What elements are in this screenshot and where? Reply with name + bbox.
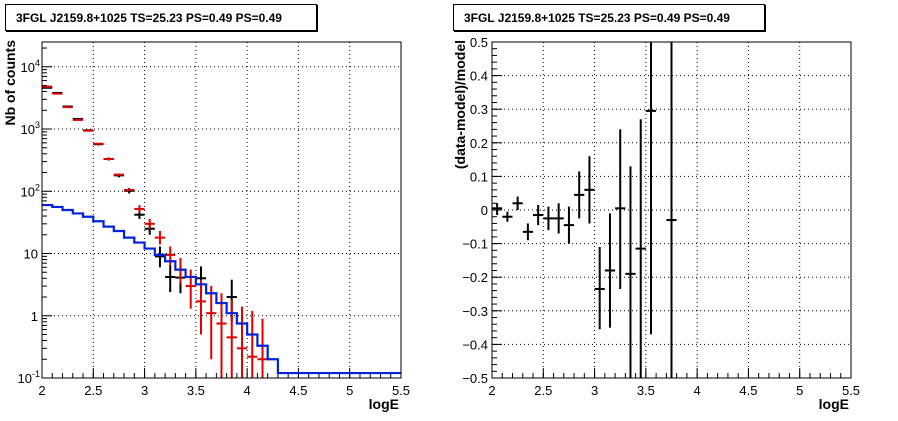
- counts-data-point-1: [154, 230, 166, 245]
- residuals-panel: 3FGL J2159.8+1025 TS=25.23 PS=0.49 PS=0.…: [449, 0, 898, 421]
- residuals-y-tick-label: −0.3: [462, 304, 488, 319]
- residuals-data-point-0: [522, 223, 534, 241]
- residuals-y-tick-label: 0.1: [470, 169, 488, 184]
- residuals-data-point-0: [533, 204, 544, 226]
- residuals-data-point-0: [635, 119, 646, 378]
- counts-y-axis-title: Nb of counts: [2, 40, 18, 126]
- residuals-y-tick-label: 0.2: [470, 136, 488, 151]
- counts-data-point-1: [257, 318, 268, 378]
- counts-data-point-1: [216, 293, 227, 378]
- counts-y-tick-label: 102: [21, 182, 40, 199]
- counts-panel: 3FGL J2159.8+1025 TS=25.23 PS=0.49 PS=0.…: [2, 4, 410, 412]
- residuals-x-tick-label: 5: [796, 383, 803, 398]
- residuals-data-point-0: [604, 213, 616, 328]
- residuals-data-point-0: [666, 42, 677, 378]
- counts-data-point-0: [154, 246, 166, 268]
- counts-data-point-1: [195, 279, 207, 335]
- counts-data-point-1: [247, 310, 258, 378]
- counts-frame: [41, 41, 402, 379]
- counts-chart-title: 3FGL J2159.8+1025 TS=25.23 PS=0.49 PS=0.…: [5, 4, 317, 31]
- residuals-x-tick-label: 5.5: [842, 383, 860, 398]
- counts-data-point-1: [206, 286, 217, 360]
- residuals-y-tick-label: 0.4: [470, 69, 488, 84]
- counts-x-tick-label: 3: [141, 383, 148, 398]
- residuals-data-point-0: [594, 246, 605, 330]
- counts-x-tick-label: 5.5: [392, 383, 410, 398]
- counts-chart: 2 2.5 3 3.5 4 4.5 5 5.5 10-1 1 10 102 103 104 logE Nb o…: [2, 40, 410, 412]
- residuals-y-tick-label: 0.3: [470, 102, 488, 117]
- residuals-y-tick-label: −0.2: [462, 270, 488, 285]
- residuals-data-point-0: [625, 166, 636, 378]
- residuals-x-tick-label: 3.5: [637, 383, 655, 398]
- residuals-x-tick-label: 3: [591, 383, 598, 398]
- residuals-chart: 2 2.5 3 3.5 4 4.5 5 5.5 −0.5 −0.4 −0.3 −0.2 −0.1 0 0.1…: [452, 35, 860, 412]
- counts-x-tick-label: 3.5: [187, 383, 205, 398]
- residuals-data-point-0: [645, 42, 657, 335]
- residuals-y-tick-label: −0.4: [462, 337, 488, 352]
- residuals-data-point-0: [543, 206, 554, 231]
- counts-y-tick-label: 10: [24, 247, 38, 262]
- residuals-frame: [491, 41, 852, 379]
- residuals-data-point-0: [574, 171, 585, 219]
- residuals-data-point-0: [584, 156, 595, 224]
- residuals-x-tick-label: 4.5: [739, 383, 757, 398]
- counts-x-tick-label: 2.5: [84, 383, 102, 398]
- residuals-data-point-0: [563, 206, 575, 244]
- residuals-data-point-0: [492, 203, 503, 216]
- residuals-data-point-0: [553, 203, 564, 234]
- counts-x-axis-title: logE: [369, 396, 399, 412]
- counts-y-tick-label: 104: [21, 58, 40, 75]
- residuals-y-tick-label: 0: [481, 203, 488, 218]
- counts-data-point-1: [236, 306, 248, 378]
- residuals-y-axis-title: (data-model)/model: [452, 40, 468, 169]
- residuals-x-tick-label: 4: [694, 383, 701, 398]
- residuals-y-tick-label: −0.1: [462, 237, 488, 252]
- residuals-data-point-0: [512, 196, 523, 210]
- counts-x-tick-label: 4.5: [289, 383, 307, 398]
- counts-y-tick-label: 1: [31, 309, 38, 324]
- residuals-x-tick-label: 2.5: [534, 383, 552, 398]
- residuals-y-tick-label: 0.5: [470, 35, 488, 50]
- counts-data-point-1: [134, 205, 145, 213]
- counts-data-point-1: [144, 218, 155, 229]
- counts-y-tick-label: 10-1: [18, 369, 40, 386]
- counts-x-tick-label: 5: [346, 383, 353, 398]
- residuals-x-tick-label: 2: [488, 383, 495, 398]
- residuals-data-point-0: [502, 211, 513, 222]
- residuals-chart-title: 3FGL J2159.8+1025 TS=25.23 PS=0.49 PS=0.…: [453, 4, 765, 31]
- residuals-data-point-0: [615, 129, 626, 289]
- counts-y-tick-label: 103: [21, 120, 40, 137]
- counts-x-tick-label: 4: [244, 383, 251, 398]
- counts-x-tick-label: 2: [38, 383, 45, 398]
- residuals-y-tick-label: −0.5: [462, 371, 488, 386]
- residuals-x-axis-title: logE: [819, 396, 849, 412]
- counts-model-step-line: [42, 203, 401, 375]
- counts-data-point-0: [165, 265, 176, 293]
